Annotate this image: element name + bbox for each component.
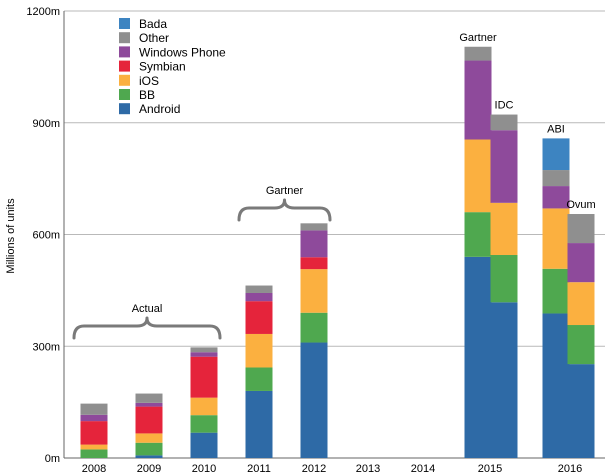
bar-segment-android xyxy=(190,432,218,458)
bar-segment-android xyxy=(567,364,595,458)
bar-source-label: Ovum xyxy=(566,199,595,211)
bar-labels: Gartner IDC ABI Ovum xyxy=(459,32,595,211)
bar-segment-other xyxy=(245,285,273,293)
bar-segment-bada xyxy=(542,138,570,171)
x-tick-label: 2010 xyxy=(192,463,216,475)
x-tick-label: 2013 xyxy=(356,463,380,475)
bar-segment-windows-phone xyxy=(542,186,570,209)
x-tick-label: 2016 xyxy=(558,463,582,475)
x-tick-label: 2009 xyxy=(137,463,161,475)
bars xyxy=(80,46,595,458)
bar-source-label: ABI xyxy=(547,123,565,135)
bar-source-label: Gartner xyxy=(459,32,497,44)
bar-segment-bb xyxy=(245,367,273,391)
bar-segment-other xyxy=(135,393,163,403)
bar-segment-symbian xyxy=(190,356,218,398)
bar-segment-ios xyxy=(135,433,163,443)
bar-segment-ios xyxy=(80,444,108,450)
bar-segment-other xyxy=(490,114,518,131)
bar-segment-other xyxy=(567,214,595,244)
y-tick-label: 1200m xyxy=(26,6,60,18)
bar-segment-android xyxy=(135,455,163,458)
bar-segment-bb xyxy=(567,325,595,365)
bar-segment-symbian xyxy=(135,406,163,434)
x-tick-label: 2015 xyxy=(478,463,502,475)
bar-segment-windows-phone xyxy=(245,292,273,302)
bar-segment-symbian xyxy=(300,257,328,270)
bar-segment-windows-phone xyxy=(490,130,518,203)
bar-segment-android xyxy=(490,302,518,458)
bar-segment-android xyxy=(542,313,570,458)
x-tick-label: 2008 xyxy=(82,463,106,475)
brace-annotation xyxy=(237,198,332,222)
bar-segment-bb xyxy=(80,449,108,458)
bar-segment-other xyxy=(464,46,492,61)
legend-swatch xyxy=(119,74,130,86)
bar-segment-other xyxy=(542,170,570,187)
legend-swatch xyxy=(119,46,130,58)
bar-segment-windows-phone xyxy=(190,352,218,357)
bar-segment-windows-phone xyxy=(80,414,108,422)
bar-source-label: IDC xyxy=(495,100,514,112)
bar-segment-windows-phone xyxy=(300,230,328,258)
y-tick-label: 600m xyxy=(32,230,60,242)
y-tick-label: 300m xyxy=(32,341,60,353)
bar-segment-windows-phone xyxy=(567,243,595,283)
legend-label: Symbian xyxy=(139,60,186,74)
bar-segment-bb xyxy=(464,212,492,257)
legend-swatch xyxy=(119,18,130,29)
legend-swatch xyxy=(119,60,130,72)
bar-segment-bb xyxy=(300,312,328,343)
bar-segment-ios xyxy=(245,333,273,368)
legend-label: iOS xyxy=(139,74,159,88)
bar-segment-android xyxy=(464,256,492,458)
y-tick-label: 0m xyxy=(45,453,60,465)
y-axis-label: Millions of units xyxy=(5,198,17,274)
legend-label: Android xyxy=(139,102,180,116)
bar-segment-android xyxy=(245,390,273,458)
bar-segment-symbian xyxy=(80,421,108,445)
x-tick-label: 2012 xyxy=(302,463,326,475)
bar-segment-ios xyxy=(464,139,492,213)
brace-annotation xyxy=(72,316,222,340)
x-tick-label: 2011 xyxy=(247,463,271,475)
legend-label: Bada xyxy=(139,17,167,31)
bar-segment-other xyxy=(80,403,108,415)
legend-swatch xyxy=(119,89,130,100)
bar-segment-ios xyxy=(567,282,595,326)
legend-label: Other xyxy=(139,31,169,45)
bar-segment-ios xyxy=(300,269,328,313)
bar-segment-ios xyxy=(542,208,570,269)
bar-segment-ios xyxy=(490,202,518,255)
brace-annotation-label: Actual xyxy=(132,303,163,315)
bar-segment-bb xyxy=(190,415,218,433)
annotations: Actual Gartner xyxy=(72,185,332,340)
bar-segment-windows-phone xyxy=(464,60,492,140)
bar-segment-ios xyxy=(190,397,218,416)
bar-segment-other xyxy=(300,223,328,231)
bar-segment-bb xyxy=(135,442,163,456)
legend-label: Windows Phone xyxy=(139,45,226,59)
bar-segment-bb xyxy=(490,254,518,303)
bar-segment-windows-phone xyxy=(135,402,163,407)
bar-segment-android xyxy=(300,342,328,458)
bar-segment-other xyxy=(190,347,218,353)
bar-segment-bb xyxy=(542,268,570,314)
x-tick-label: 2014 xyxy=(411,463,435,475)
y-tick-label: 900m xyxy=(32,118,60,130)
bar-segment-symbian xyxy=(245,301,273,334)
legend-swatch xyxy=(119,103,130,115)
brace-annotation-label: Gartner xyxy=(266,185,304,197)
legend-swatch xyxy=(119,32,130,44)
legend-label: BB xyxy=(139,88,155,102)
